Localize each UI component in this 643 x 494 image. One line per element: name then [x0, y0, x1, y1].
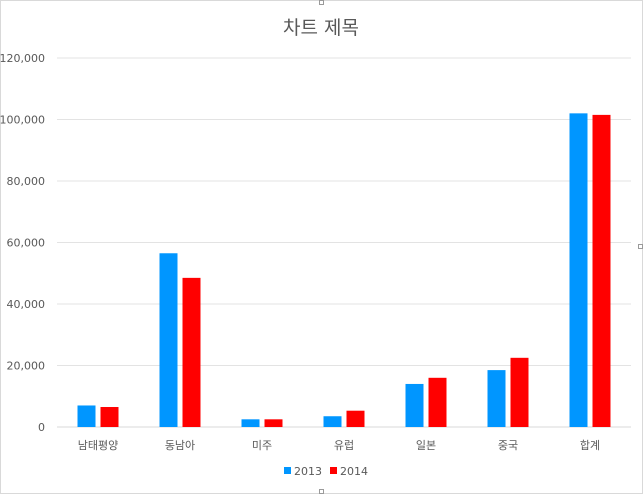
bar-2014[interactable]: [428, 377, 447, 427]
bar-2014[interactable]: [100, 407, 119, 427]
chart-title[interactable]: 차트 제목: [283, 17, 359, 39]
x-axis-ticks: 남태평양 동남아 미주 유럽 일본 중국 합계: [78, 438, 600, 452]
x-tick-label: 미주: [252, 439, 272, 452]
bar-2014[interactable]: [592, 114, 611, 427]
y-axis-ticks: 0 20,000 40,000 60,000 80,000 100,000 120,000: [0, 52, 45, 434]
x-tick-label: 남태평양: [78, 439, 118, 452]
y-tick-label: 80,000: [7, 175, 46, 188]
bar-2013[interactable]: [487, 370, 506, 427]
legend-entry[interactable]: 2013: [294, 465, 322, 478]
gridlines: [57, 57, 631, 428]
legend-swatch: [284, 467, 291, 474]
bars: [77, 113, 611, 427]
bar-2014[interactable]: [182, 277, 201, 427]
y-tick-label: 20,000: [7, 360, 46, 373]
legend[interactable]: 2013 2014: [284, 465, 368, 478]
y-tick-label: 40,000: [7, 298, 46, 311]
legend-entry[interactable]: 2014: [340, 465, 368, 478]
bar-2013[interactable]: [159, 253, 178, 427]
bar-2013[interactable]: [569, 113, 588, 427]
y-tick-label: 0: [38, 421, 45, 434]
x-tick-label: 유럽: [334, 438, 354, 452]
bar-2014[interactable]: [510, 357, 529, 427]
x-tick-label: 중국: [498, 439, 518, 452]
x-tick-label: 합계: [580, 439, 600, 452]
x-tick-label: 동남아: [165, 439, 195, 452]
resize-handle-top[interactable]: [319, 0, 324, 5]
bar-2014[interactable]: [346, 410, 365, 427]
bar-2014[interactable]: [264, 419, 283, 427]
legend-swatch: [330, 467, 337, 474]
bar-2013[interactable]: [241, 419, 260, 427]
x-tick-label: 일본: [416, 438, 436, 452]
y-tick-label: 100,000: [0, 114, 45, 127]
y-tick-label: 60,000: [7, 237, 46, 250]
y-tick-label: 120,000: [0, 52, 45, 65]
bar-2013[interactable]: [323, 416, 342, 427]
bar-2013[interactable]: [405, 383, 424, 427]
bar-2013[interactable]: [77, 405, 96, 427]
